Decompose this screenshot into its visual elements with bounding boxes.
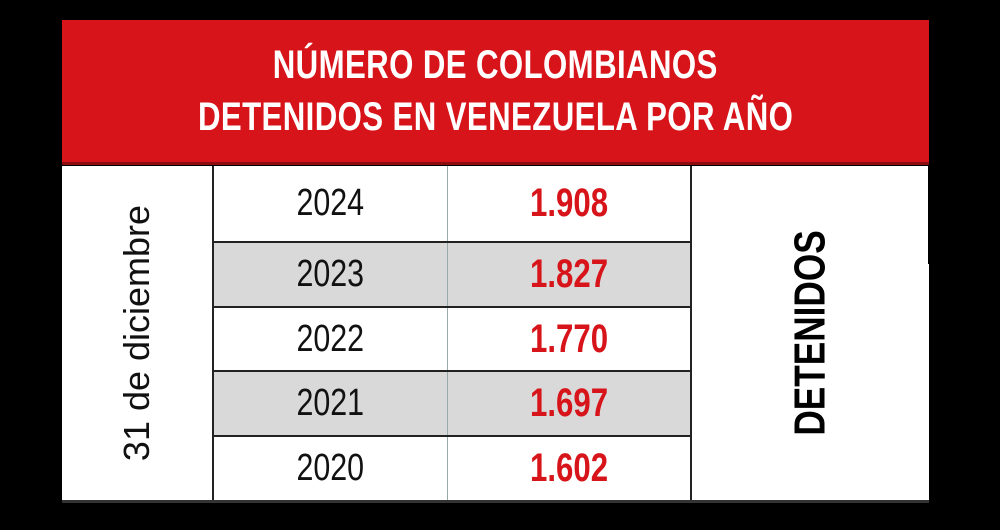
year-text: 2023 — [296, 253, 365, 295]
table-rows: 2024 1.908 2023 1.827 2022 1.770 2021 1.… — [214, 166, 690, 500]
value-cell: 1.827 — [448, 243, 690, 306]
date-column: 31 de diciembre — [62, 166, 214, 500]
edge-notch — [928, 166, 932, 264]
title-line-2: DETENIDOS EN VENEZUELA POR AÑO — [197, 95, 794, 139]
year-cell: 2020 — [214, 437, 448, 500]
value-text: 1.770 — [529, 316, 609, 361]
table-row: 2024 1.908 — [214, 166, 690, 243]
year-cell: 2021 — [214, 372, 448, 435]
value-cell: 1.602 — [448, 437, 690, 500]
value-text: 1.827 — [529, 252, 609, 296]
year-text: 2024 — [296, 182, 365, 224]
table-row: 2021 1.697 — [214, 372, 690, 437]
title-line-1: NÚMERO DE COLOMBIANOS — [273, 43, 718, 87]
value-text: 1.602 — [529, 446, 609, 490]
detenidos-label: DETENIDOS — [785, 230, 835, 436]
year-cell: 2022 — [214, 308, 448, 370]
year-cell: 2023 — [214, 243, 448, 306]
year-text: 2021 — [296, 382, 365, 424]
table-row: 2020 1.602 — [214, 437, 690, 500]
detainees-table: 31 de diciembre 2024 1.908 2023 1.827 20… — [62, 166, 929, 503]
table-row: 2022 1.770 — [214, 308, 690, 372]
year-text: 2020 — [296, 447, 365, 489]
value-text: 1.908 — [529, 181, 609, 225]
detenidos-column: DETENIDOS — [690, 166, 929, 500]
value-cell: 1.770 — [448, 308, 690, 370]
value-text: 1.697 — [529, 381, 609, 425]
year-text: 2022 — [296, 317, 365, 360]
title-banner: NÚMERO DE COLOMBIANOS DETENIDOS EN VENEZ… — [62, 20, 929, 165]
value-cell: 1.908 — [448, 166, 690, 241]
date-label: 31 de diciembre — [116, 204, 157, 462]
year-cell: 2024 — [214, 166, 448, 241]
value-cell: 1.697 — [448, 372, 690, 435]
table-row: 2023 1.827 — [214, 243, 690, 308]
